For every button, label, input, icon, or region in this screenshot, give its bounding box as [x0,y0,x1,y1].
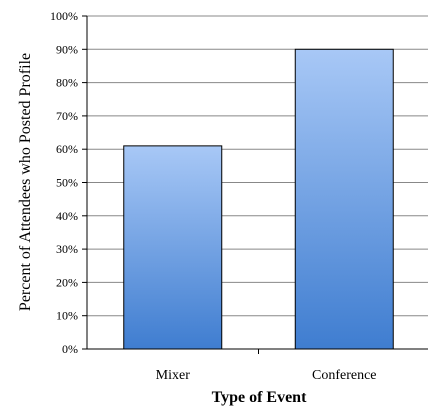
y-tick-label: 70% [56,109,78,123]
x-tick-labels: Mixer Conference [156,349,377,383]
bars [123,48,394,350]
y-axis-title: Percent of Attendees who Posted Profile [17,53,34,311]
y-tick-label: 100% [50,9,78,23]
axes [86,16,428,350]
x-axis-title: Type of Event [212,389,307,406]
y-tick-label: 60% [56,142,78,156]
y-tick-label: 10% [56,309,78,323]
y-tick-label: 20% [56,275,78,289]
bar-conference [294,48,394,350]
x-tick-label: Conference [312,368,377,383]
y-tick-label: 30% [56,242,78,256]
bar-mixer [123,145,223,350]
y-tick-label: 90% [56,42,78,56]
y-tick-label: 0% [62,342,78,356]
y-tick-label: 80% [56,76,78,90]
y-tick-label: 40% [56,209,78,223]
y-tick-label: 50% [56,176,78,190]
y-tick-labels: 0% 10% 20% 30% 40% 50% 60% 70% 80% 90% 100% [50,9,87,356]
x-tick-label: Mixer [156,368,191,383]
